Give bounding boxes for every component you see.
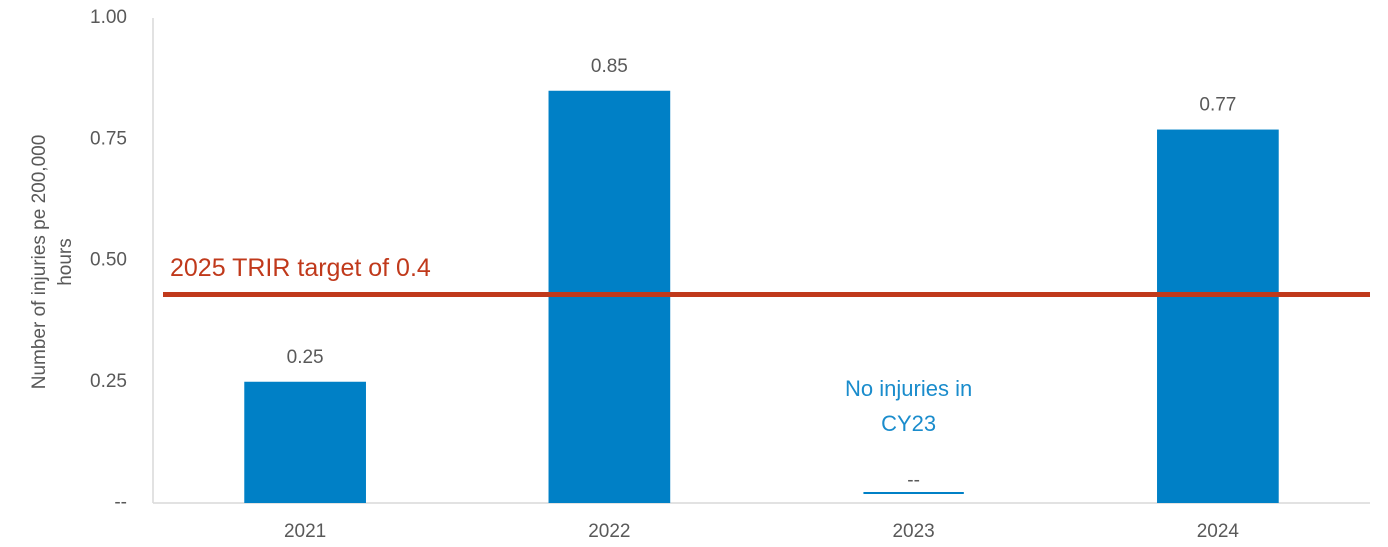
y-axis-title-line: Number of injuries pe 200,000 <box>29 135 50 390</box>
y-tick-label: -- <box>114 492 127 513</box>
x-tick-label: 2022 <box>588 521 630 542</box>
x-tick-label: 2024 <box>1197 521 1240 542</box>
annotation: CY23 <box>881 411 936 436</box>
y-tick-label: 1.00 <box>90 7 127 28</box>
data-label: 0.85 <box>591 56 628 77</box>
data-label: 0.77 <box>1199 95 1236 116</box>
target-label: 2025 TRIR target of 0.4 <box>170 254 431 282</box>
data-label: -- <box>907 470 920 491</box>
y-tick-label: 0.25 <box>90 371 127 392</box>
y-axis-title-line: hours <box>55 238 76 286</box>
x-tick-label: 2023 <box>892 521 934 542</box>
bar <box>1157 129 1279 504</box>
annotation: No injuries in <box>845 376 972 401</box>
data-label: 0.25 <box>287 347 324 368</box>
y-axis-title: Number of injuries pe 200,000 hours <box>29 135 76 390</box>
bar <box>244 381 366 503</box>
y-tick-label: 0.50 <box>90 250 127 271</box>
y-tick-label: 0.75 <box>90 128 127 149</box>
x-tick-label: 2021 <box>284 521 326 542</box>
